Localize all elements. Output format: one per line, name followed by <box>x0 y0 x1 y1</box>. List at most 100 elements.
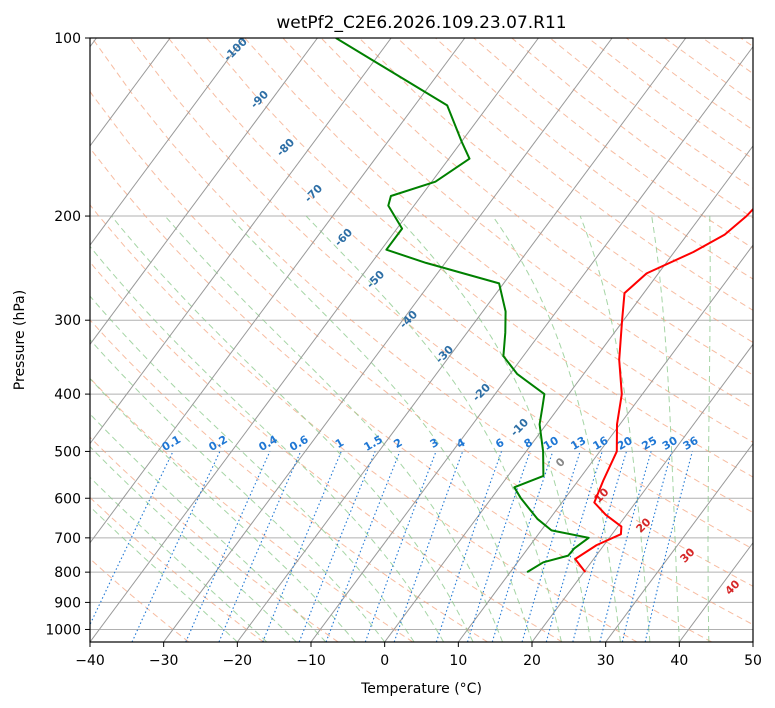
mixing-ratio-label: 1.5 <box>362 433 385 454</box>
isotherm <box>90 38 245 246</box>
y-tick-label: 300 <box>54 313 81 329</box>
dry-adiabat <box>90 319 488 642</box>
dry-adiabat <box>90 436 339 642</box>
y-tick-label: 800 <box>54 565 81 581</box>
mixing-ratio-label: 10 <box>541 434 561 453</box>
dry-adiabat <box>397 38 753 311</box>
isotherm <box>90 38 392 445</box>
mixing-ratio-label: 1 <box>333 436 346 451</box>
y-axis-label: Pressure (hPa) <box>12 290 28 390</box>
mixing-ratio-label: 8 <box>522 436 535 451</box>
moist-adiabat <box>90 413 327 642</box>
isotherm <box>310 45 753 642</box>
mixing-ratio-line <box>644 451 693 642</box>
isotherm-label: -80 <box>274 136 297 159</box>
background-lines <box>90 38 753 642</box>
y-tick-label: 700 <box>54 531 81 547</box>
mixing-ratio-label: 0.4 <box>256 433 280 454</box>
isotherm <box>90 38 539 642</box>
dewpoint-profile-line <box>335 38 590 573</box>
mixing-ratio-label: 0.1 <box>160 433 183 454</box>
chart-title: wetPf2_C2E6.2026.109.23.07.R11 <box>276 13 566 33</box>
mixing-ratio-line <box>298 451 376 642</box>
dry-adiabat <box>91 38 753 587</box>
dry-adiabat <box>90 204 638 642</box>
moist-adiabat-label: 30 <box>678 545 698 565</box>
isotherm <box>90 38 466 544</box>
plot-frame <box>89 37 754 643</box>
isotherm <box>90 38 171 147</box>
moist-adiabat <box>90 505 238 642</box>
y-tick-label: 600 <box>54 491 81 507</box>
x-tick-label: −20 <box>223 653 253 669</box>
y-tick-label: 200 <box>54 209 81 225</box>
mixing-ratio-label: 25 <box>640 434 660 453</box>
isotherm <box>236 38 687 642</box>
mixing-ratio-label: 0.2 <box>206 433 229 454</box>
dry-adiabat <box>90 261 563 642</box>
dry-adiabat <box>320 38 753 376</box>
dry-adiabat <box>90 377 414 642</box>
mixing-ratio-line <box>131 451 221 642</box>
dry-adiabat <box>358 38 753 343</box>
x-tick-label: 0 <box>380 653 389 669</box>
mixing-ratio-line <box>521 451 581 642</box>
mixing-ratio-label: 13 <box>568 434 588 453</box>
moist-adiabat <box>707 215 711 642</box>
moist-adiabat <box>90 295 415 642</box>
moist-adiabat-label: 20 <box>634 515 654 535</box>
dry-adiabat <box>90 147 712 642</box>
isotherm <box>384 145 753 642</box>
moist-adiabat <box>228 215 533 642</box>
dry-adiabat <box>740 38 753 47</box>
mixing-ratio-line <box>621 451 673 642</box>
x-tick-label: −30 <box>149 653 179 669</box>
moist-adiabat <box>651 215 680 642</box>
moist-adiabat <box>579 215 651 642</box>
profile-series <box>335 38 753 573</box>
mixing-ratio-line <box>599 451 652 642</box>
mixing-ratio-line <box>218 451 302 642</box>
isotherm-label: -90 <box>248 88 271 111</box>
x-tick-label: 50 <box>744 653 762 669</box>
moist-adiabat <box>396 215 592 642</box>
mixing-ratio-line <box>90 451 174 626</box>
x-axis-label: Temperature (°C) <box>360 681 482 697</box>
mixing-ratio-line <box>325 451 401 642</box>
isotherm <box>605 442 753 642</box>
mixing-ratio-label: 4 <box>454 436 467 451</box>
y-tick-label: 1000 <box>45 622 81 638</box>
isotherm <box>90 38 318 346</box>
mixing-ratio-line <box>393 451 464 642</box>
dry-adiabat <box>549 38 753 189</box>
y-axis-ticks: 100 200 300 400 500 600 700 800 900 1000 <box>45 31 90 638</box>
y-tick-label: 900 <box>54 595 81 611</box>
moist-adiabat <box>164 215 503 642</box>
x-axis-ticks: −40 −30 −20 −10 0 10 20 30 40 50 <box>75 642 762 669</box>
mixing-ratio-line <box>545 451 603 642</box>
moist-adiabat <box>90 377 356 642</box>
x-tick-label: 20 <box>523 653 541 669</box>
y-tick-label: 500 <box>54 444 81 460</box>
mixing-ratio-line <box>466 451 531 642</box>
y-tick-label: 400 <box>54 387 81 403</box>
mixing-ratio-line <box>262 451 342 642</box>
dry-adiabat <box>90 90 753 626</box>
x-tick-label: 10 <box>449 653 467 669</box>
mixing-ratio-label: 0.6 <box>287 433 311 454</box>
mixing-ratio-line <box>185 451 271 642</box>
mixing-ratio-label: 16 <box>591 434 611 453</box>
dry-adiabat <box>168 38 753 514</box>
moist-adiabat <box>90 338 386 642</box>
dry-adiabat <box>282 38 753 409</box>
moist-adiabat <box>90 476 268 642</box>
mixing-ratio-line <box>364 451 437 642</box>
x-tick-label: −10 <box>296 653 326 669</box>
moist-adiabat <box>111 215 474 642</box>
mixing-ratio-line <box>435 451 503 642</box>
isotherm <box>531 343 753 642</box>
dry-adiabat <box>129 38 753 550</box>
dry-adiabat <box>702 38 753 75</box>
isotherm-label: -40 <box>397 308 420 331</box>
mixing-ratio-line <box>572 451 628 642</box>
